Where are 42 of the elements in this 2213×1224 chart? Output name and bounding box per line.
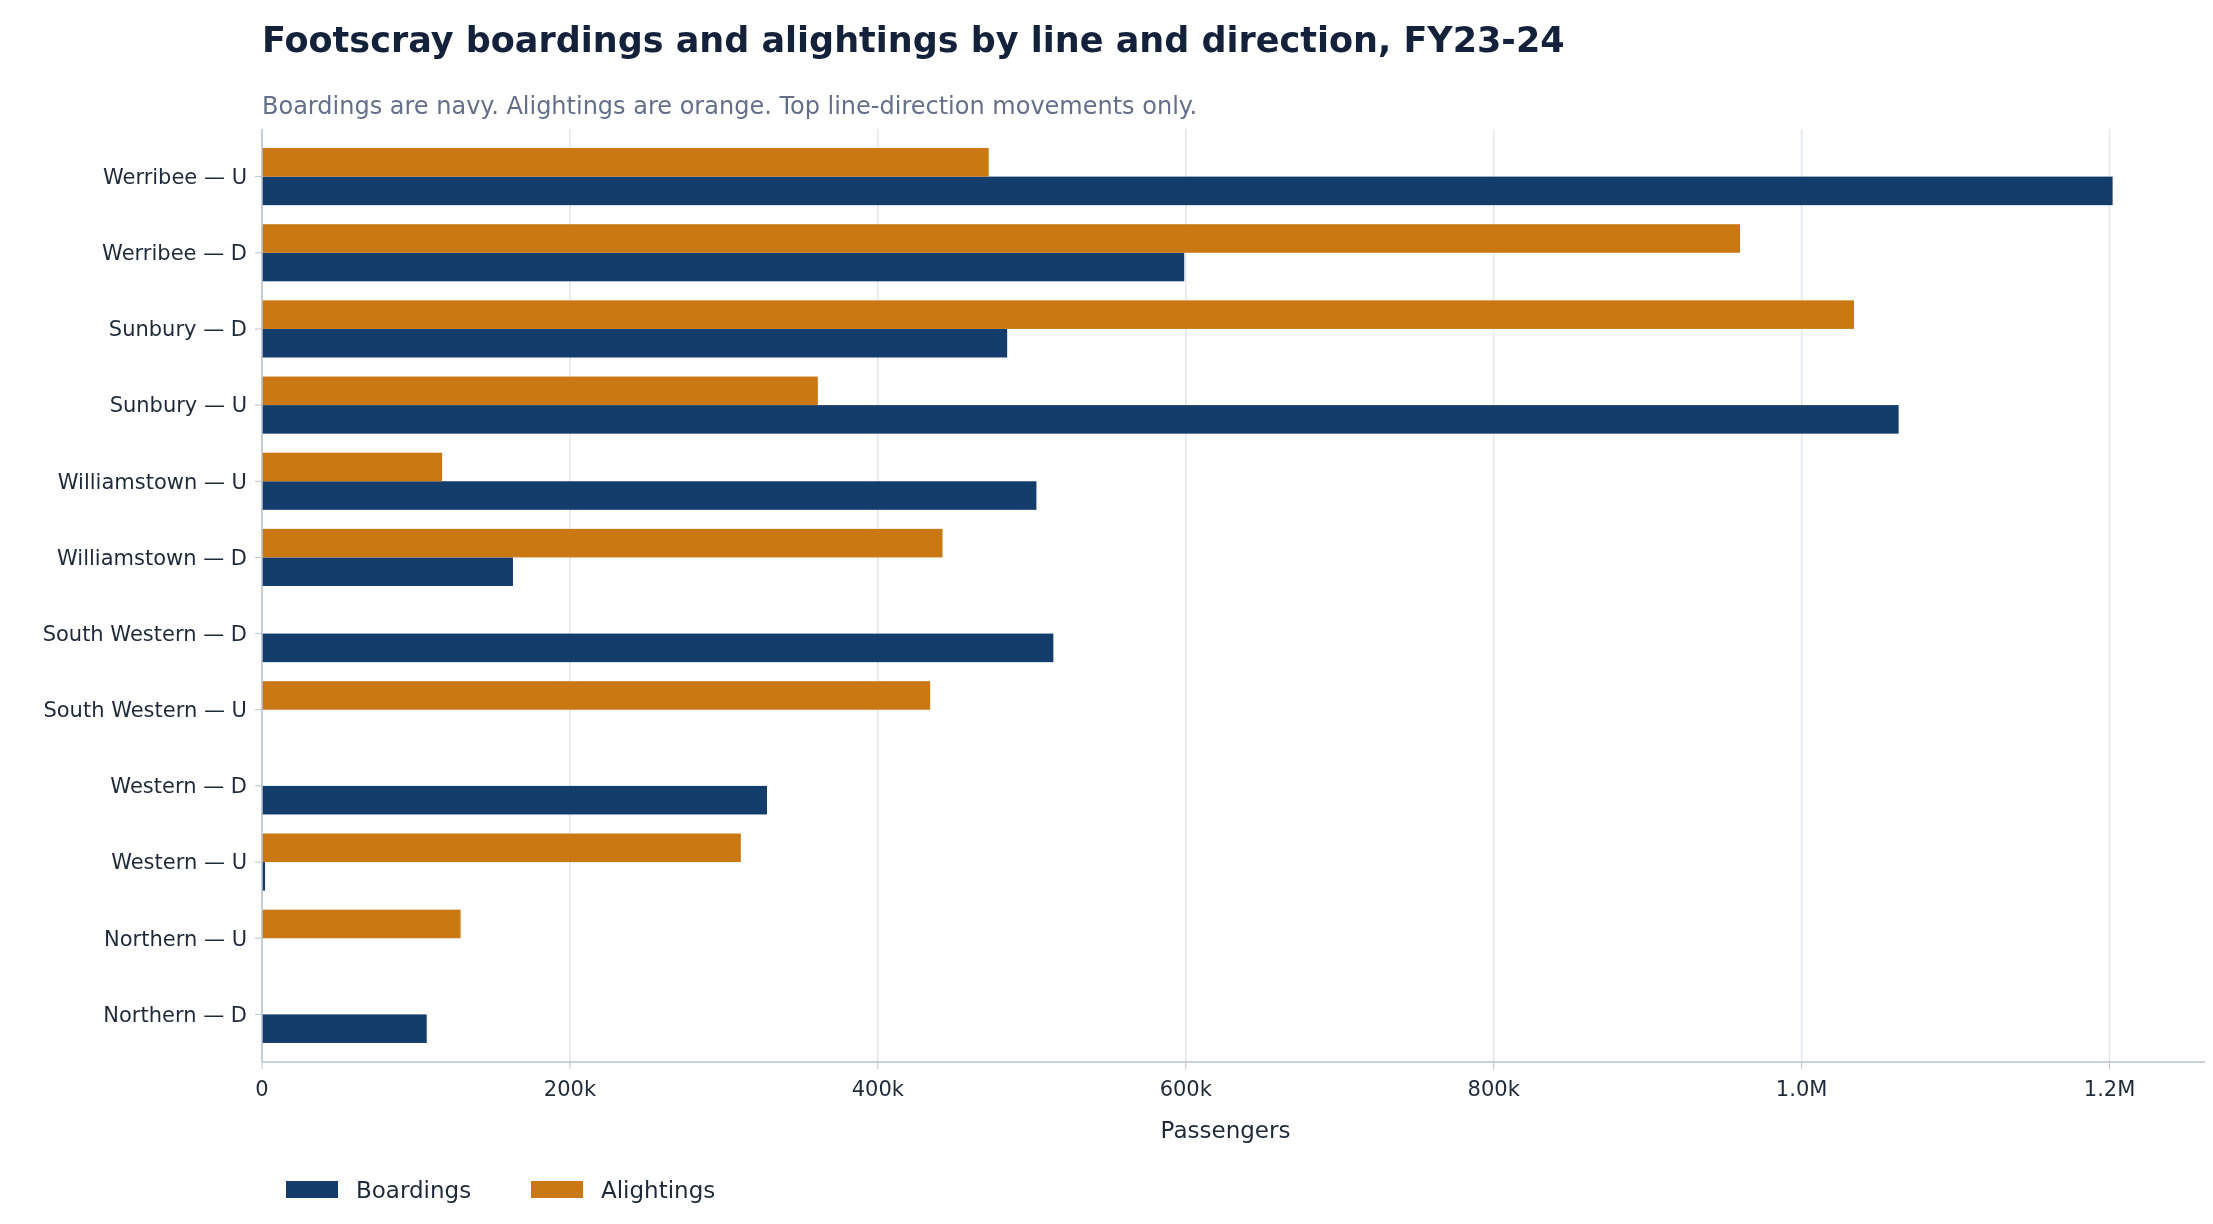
x-tick-label: 0: [255, 1077, 269, 1101]
y-tick-label: Werribee — D: [102, 241, 247, 266]
legend-label: Alightings: [601, 1177, 716, 1204]
y-tick-label: South Western — U: [43, 698, 247, 723]
y-tick-label: Northern — D: [103, 1002, 247, 1027]
bar: [262, 633, 1054, 663]
x-tick-label: 600k: [1159, 1077, 1213, 1101]
x-tick-label: 1.2M: [2083, 1077, 2136, 1101]
x-tick-label: 800k: [1467, 1077, 1521, 1101]
y-tick-label: Western — U: [111, 850, 247, 875]
bar: [262, 376, 818, 406]
bar: [262, 785, 767, 815]
bar: [262, 1014, 427, 1043]
y-tick-label: South Western — D: [42, 621, 247, 646]
legend-label: Boardings: [356, 1177, 472, 1204]
bar: [262, 833, 741, 863]
bar: [262, 557, 513, 586]
y-tick-label: Sunbury — D: [108, 317, 247, 342]
bar: [262, 681, 931, 710]
bar: [262, 252, 1185, 282]
x-axis-title: Passengers: [1160, 1117, 1291, 1143]
y-tick-label: Western — D: [110, 774, 247, 799]
chart-title: Footscray boardings and alightings by line and direction, FY23-24: [262, 20, 1565, 60]
bar: [262, 528, 943, 558]
bar: [262, 176, 2113, 206]
bar: [262, 224, 1741, 253]
bar: [262, 909, 461, 939]
chart-subtitle: Boardings are navy. Alightings are orange. Top line-direction movements only.: [262, 92, 1198, 120]
bar: [262, 328, 1008, 358]
y-tick-label: Northern — U: [104, 926, 247, 951]
y-tick-label: Williamstown — D: [57, 545, 247, 570]
bar: [262, 405, 1899, 434]
bar: [262, 300, 1854, 329]
x-tick-label: 200k: [543, 1077, 597, 1101]
y-tick-label: Sunbury — U: [109, 393, 247, 418]
bar: [262, 452, 443, 482]
y-tick-label: Werribee — U: [102, 164, 247, 189]
bar: [262, 481, 1037, 510]
x-tick-label: 1.0M: [1775, 1077, 1828, 1101]
bar: [262, 148, 989, 177]
y-tick-label: Williamstown — U: [57, 469, 247, 494]
x-tick-label: 400k: [851, 1077, 905, 1101]
